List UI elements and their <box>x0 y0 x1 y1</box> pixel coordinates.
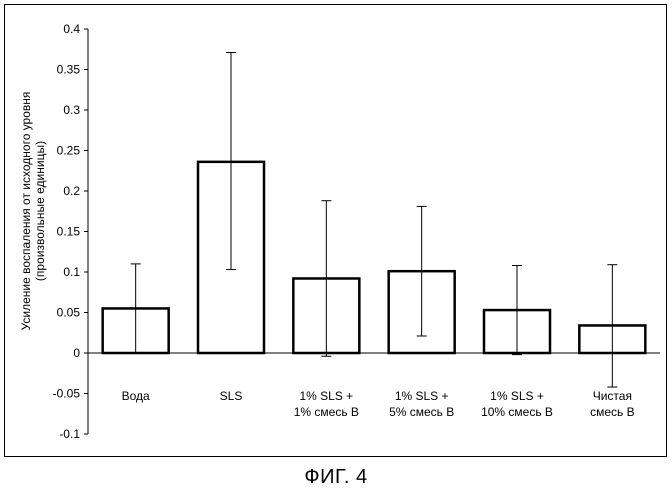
y-tick-label: 0.1 <box>63 265 80 279</box>
y-tick-label: 0.25 <box>57 144 81 158</box>
plot-area: -0.1 -0.05 0 0.05 0.1 0.15 0.2 0.25 0.3 0.35 0.4 Во… <box>53 22 660 441</box>
y-tick-label: 0.4 <box>63 22 80 36</box>
category-label: 1% SLS + 1% смесь B <box>294 389 359 419</box>
category-label-line: 1% SLS + <box>299 389 353 403</box>
category-label: Чистая смесь B <box>590 389 635 419</box>
y-axis-label-line: (произвольные единицы) <box>33 141 47 281</box>
category-label: 1% SLS + 10% смесь B <box>481 389 553 419</box>
y-tick-label: 0.15 <box>57 225 81 239</box>
category-label-line: 1% смесь B <box>294 405 359 419</box>
category-label-line: 10% смесь B <box>481 405 553 419</box>
y-tick-label: 0.3 <box>63 103 80 117</box>
category-label-line: 1% SLS + <box>395 389 449 403</box>
figure-caption: ФИГ. 4 <box>0 466 672 489</box>
category-label-line: SLS <box>220 389 243 403</box>
category-label-line: Вода <box>122 389 150 403</box>
y-axis-label: Усиление воспаления от исходного уровня(… <box>19 92 47 331</box>
y-axis-label-line: Усиление воспаления от исходного уровня <box>19 92 33 331</box>
category-label: SLS <box>220 389 243 403</box>
category-label-line: 5% смесь B <box>389 405 454 419</box>
bar-chart: Усиление воспаления от исходного уровня(… <box>0 0 672 460</box>
y-tick-label: -0.1 <box>59 427 80 441</box>
category-label-line: Чистая <box>593 389 632 403</box>
y-tick-label: 0.35 <box>57 63 81 77</box>
category-label: 1% SLS + 5% смесь B <box>389 389 454 419</box>
y-tick-label: -0.05 <box>53 387 81 401</box>
y-tick-label: 0.05 <box>57 306 81 320</box>
category-label-line: 1% SLS + <box>490 389 544 403</box>
y-tick-label: 0 <box>73 346 80 360</box>
y-tick-label: 0.2 <box>63 184 80 198</box>
category-label: Вода <box>122 389 150 403</box>
category-label-line: смесь B <box>590 405 635 419</box>
